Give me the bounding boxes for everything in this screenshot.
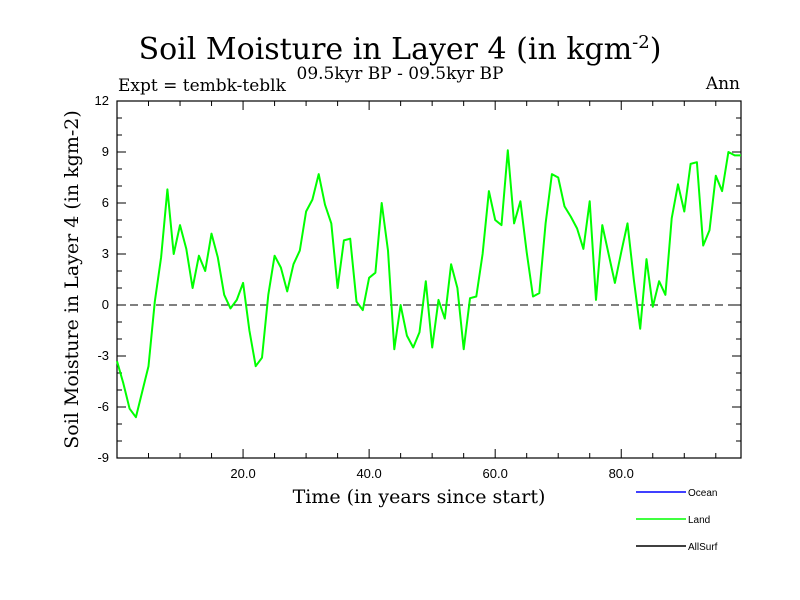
x-tick-label: 60.0 <box>483 466 508 481</box>
chart-title-text: Soil Moisture in Layer 4 (in kgm <box>138 32 633 67</box>
chart-title: Soil Moisture in Layer 4 (in kgm-2) <box>0 32 800 67</box>
y-tick-label: 6 <box>102 195 109 210</box>
x-tick-label: 40.0 <box>356 466 381 481</box>
legend-label-land: Land <box>688 515 710 526</box>
y-tick-label: 0 <box>102 297 109 312</box>
y-tick-label: 9 <box>102 144 109 159</box>
x-axis-title: Time (in years since start) <box>293 486 546 508</box>
chart-title-close: ) <box>649 32 662 67</box>
y-tick-label: 3 <box>102 246 109 261</box>
legend-label-ocean: Ocean <box>688 488 717 499</box>
chart-title-superscript: -2 <box>632 32 650 53</box>
x-tick-label: 20.0 <box>230 466 255 481</box>
experiment-label: Expt = tembk-teblk <box>118 76 286 96</box>
plot-frame <box>116 100 742 459</box>
chart-subtitle: 09.5kyr BP - 09.5kyr BP <box>296 64 504 84</box>
x-tick-label: 80.0 <box>609 466 634 481</box>
y-tick-label: -6 <box>97 399 109 414</box>
legend-label-allsurf: AllSurf <box>688 542 718 553</box>
y-tick-label: 12 <box>95 93 109 108</box>
y-tick-label: -9 <box>97 450 109 465</box>
season-label: Ann <box>705 74 740 94</box>
y-tick-label: -3 <box>97 348 109 363</box>
series-line-land <box>116 149 741 419</box>
y-axis-title: Soil Moisture in Layer 4 (in kgm-2) <box>61 110 83 449</box>
